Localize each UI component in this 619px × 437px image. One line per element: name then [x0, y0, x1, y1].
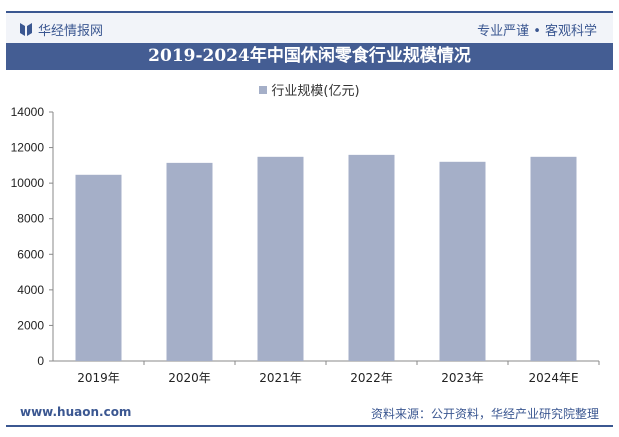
- x-tick-label: 2020年: [168, 371, 211, 385]
- top-divider: [6, 11, 613, 13]
- bar: [530, 156, 577, 361]
- header-bar: [6, 13, 613, 43]
- y-tick-label: 8000: [17, 212, 44, 226]
- slogan: 专业严谨 • 客观科学: [477, 24, 597, 39]
- x-tick-label: 2021年: [259, 371, 302, 385]
- y-tick-label: 14000: [11, 105, 45, 119]
- x-tick-label: 2023年: [441, 371, 484, 385]
- y-tick-label: 6000: [17, 247, 44, 261]
- bottom-divider: [6, 425, 613, 427]
- book-icon: [20, 23, 32, 36]
- y-tick-label: 4000: [17, 283, 44, 297]
- bar: [348, 154, 395, 361]
- bar: [166, 162, 213, 361]
- bar: [75, 174, 122, 361]
- footer-source: 资料来源：公开资料，华经产业研究院整理: [370, 407, 599, 421]
- x-tick-label: 2022年: [350, 371, 393, 385]
- legend-swatch: [259, 86, 268, 94]
- y-tick-label: 10000: [11, 176, 45, 190]
- y-tick-label: 2000: [17, 318, 44, 332]
- y-tick-label: 0: [37, 354, 44, 368]
- x-tick-label: 2024年E: [528, 371, 578, 385]
- legend: 行业规模(亿元): [0, 80, 619, 99]
- bar: [257, 156, 304, 361]
- chart-title: 2019-2024年中国休闲零食行业规模情况: [6, 43, 613, 70]
- footer-site: www.huaon.com: [20, 405, 132, 419]
- brand-name: 华经情报网: [38, 24, 104, 39]
- x-tick-label: 2019年: [77, 371, 120, 385]
- legend-label: 行业规模(亿元): [271, 84, 360, 99]
- y-tick-label: 12000: [11, 141, 45, 155]
- brand-logo: 华经情报网: [20, 20, 103, 39]
- bar: [439, 161, 486, 361]
